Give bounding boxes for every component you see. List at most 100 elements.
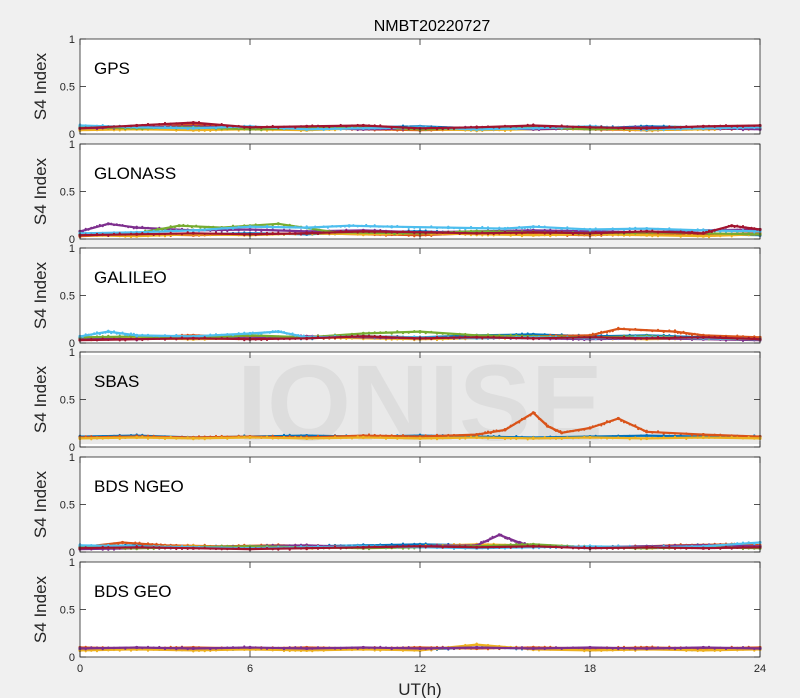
data-point bbox=[214, 335, 218, 339]
data-point bbox=[515, 435, 518, 438]
data-point bbox=[291, 332, 294, 335]
data-point bbox=[481, 234, 484, 237]
data-point bbox=[132, 332, 135, 335]
data-point bbox=[628, 546, 631, 549]
data-point bbox=[673, 228, 677, 231]
data-point bbox=[152, 126, 155, 129]
data-point bbox=[520, 546, 524, 549]
data-point bbox=[107, 548, 110, 551]
data-point bbox=[464, 437, 467, 440]
data-point bbox=[124, 647, 127, 650]
data-point bbox=[736, 647, 739, 650]
data-point bbox=[543, 545, 546, 548]
data-point bbox=[569, 430, 572, 433]
data-point bbox=[311, 546, 314, 549]
data-point bbox=[265, 647, 269, 650]
data-point bbox=[90, 646, 93, 649]
data-point bbox=[305, 226, 309, 230]
data-point bbox=[600, 232, 603, 236]
data-point bbox=[753, 336, 756, 339]
data-point bbox=[656, 435, 660, 438]
data-point bbox=[622, 434, 626, 438]
data-point bbox=[407, 234, 410, 237]
data-point bbox=[518, 421, 521, 424]
data-point bbox=[696, 337, 699, 340]
data-point bbox=[497, 533, 501, 537]
data-point bbox=[685, 231, 688, 234]
data-point bbox=[361, 645, 365, 650]
data-point bbox=[141, 545, 144, 548]
data-point bbox=[350, 646, 354, 650]
data-point bbox=[379, 334, 382, 338]
data-point bbox=[95, 335, 99, 338]
data-point bbox=[685, 229, 688, 233]
data-point bbox=[288, 335, 291, 338]
data-point bbox=[645, 126, 649, 130]
data-point bbox=[282, 228, 286, 231]
data-point bbox=[430, 648, 433, 651]
data-point bbox=[543, 333, 546, 336]
data-point bbox=[549, 226, 552, 229]
data-point bbox=[118, 547, 121, 550]
data-point bbox=[161, 228, 164, 231]
data-point bbox=[435, 433, 439, 436]
data-point bbox=[662, 436, 665, 439]
data-point bbox=[616, 327, 620, 331]
data-point bbox=[614, 328, 617, 331]
data-point bbox=[251, 331, 254, 334]
data-point bbox=[333, 231, 337, 234]
data-point bbox=[124, 436, 127, 439]
data-point bbox=[260, 229, 263, 233]
data-point bbox=[345, 127, 348, 130]
data-point bbox=[515, 128, 518, 131]
data-point bbox=[526, 127, 529, 130]
data-point bbox=[226, 227, 229, 230]
data-point bbox=[367, 433, 371, 436]
data-point bbox=[486, 229, 490, 232]
data-point bbox=[379, 127, 382, 130]
data-point bbox=[747, 546, 750, 549]
data-point bbox=[424, 648, 427, 651]
data-point bbox=[84, 338, 87, 341]
data-point bbox=[588, 426, 592, 430]
data-point bbox=[554, 125, 558, 128]
data-point bbox=[197, 437, 201, 440]
data-point bbox=[214, 547, 218, 551]
data-point bbox=[282, 224, 286, 227]
data-point bbox=[339, 335, 342, 338]
data-point bbox=[384, 434, 388, 437]
data-point bbox=[407, 226, 410, 229]
data-point bbox=[418, 226, 422, 230]
data-point bbox=[713, 335, 716, 338]
data-point bbox=[115, 332, 118, 335]
data-point bbox=[322, 546, 325, 550]
data-point bbox=[520, 436, 524, 439]
data-point bbox=[197, 230, 201, 233]
data-point bbox=[484, 431, 487, 434]
data-point bbox=[634, 337, 637, 340]
y-tick-label: 0.5 bbox=[60, 291, 75, 303]
data-point bbox=[441, 231, 444, 234]
data-point bbox=[503, 230, 507, 233]
data-point bbox=[605, 420, 609, 423]
data-point bbox=[469, 225, 473, 229]
data-point bbox=[226, 337, 229, 340]
data-point bbox=[554, 230, 558, 233]
data-point bbox=[452, 647, 456, 651]
data-point bbox=[475, 645, 479, 650]
data-point bbox=[299, 233, 303, 236]
data-point bbox=[299, 547, 303, 550]
data-point bbox=[163, 547, 167, 550]
data-point bbox=[577, 232, 580, 235]
data-point bbox=[639, 229, 643, 232]
data-point bbox=[141, 123, 144, 127]
data-point bbox=[730, 435, 733, 438]
data-point bbox=[118, 646, 121, 650]
data-point bbox=[571, 430, 575, 433]
y-tick-label: 0 bbox=[69, 129, 75, 141]
data-point bbox=[112, 548, 116, 551]
data-point bbox=[435, 231, 439, 235]
data-point bbox=[271, 228, 274, 231]
data-point bbox=[87, 333, 90, 336]
